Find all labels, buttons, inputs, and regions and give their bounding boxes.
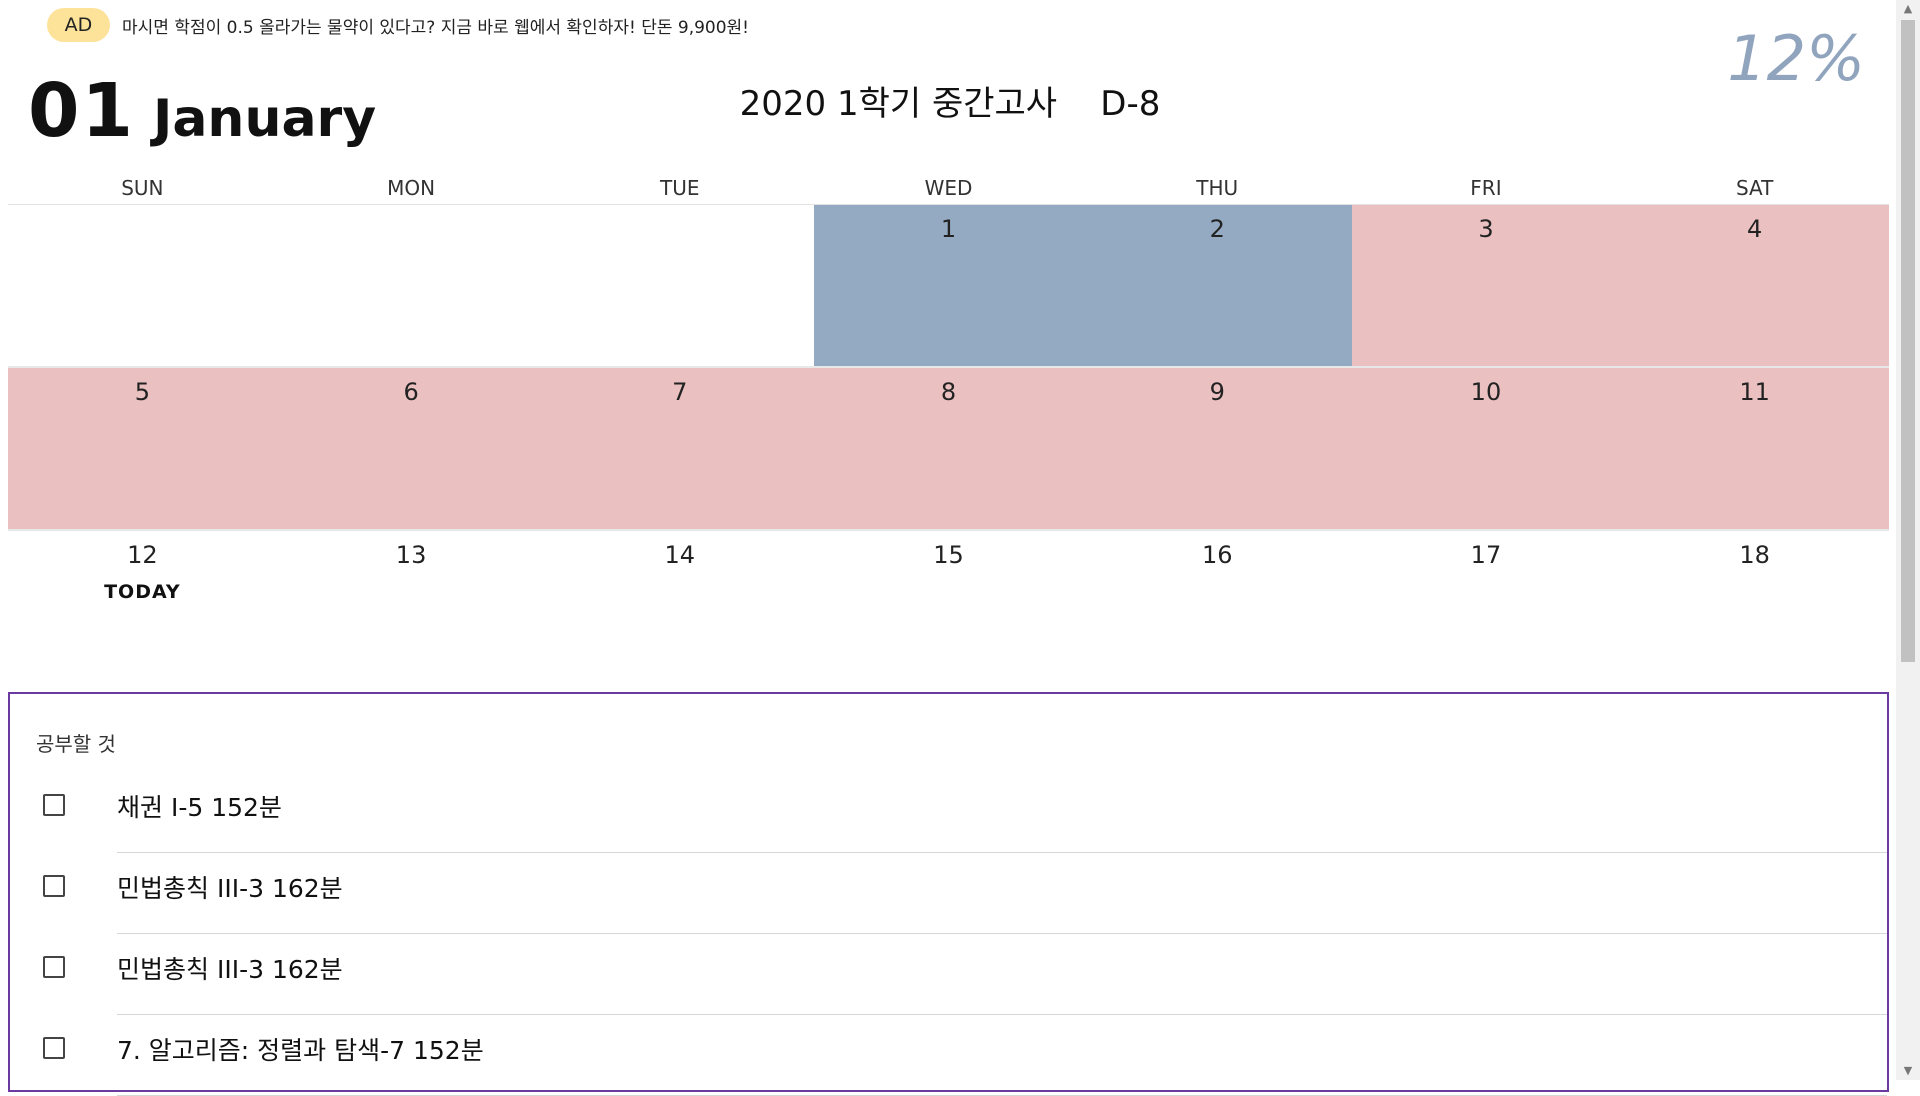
calendar-day[interactable]: 3 [1351,205,1621,366]
calendar-week: 12 TODAY 13 14 15 16 17 18 [8,531,1889,692]
calendar-day[interactable]: 6 [276,368,546,529]
calendar-day[interactable]: 11 [1620,368,1890,529]
vertical-scrollbar[interactable]: ▲ ▼ [1896,0,1920,1080]
calendar: SUN MON TUE WED THU FRI SAT 1 2 3 4 5 6 … [8,172,1890,692]
divider [117,1014,1887,1015]
calendar-day[interactable]: 14 [545,531,814,692]
study-todo-panel: 공부할 것 채권 I-5 152분 민법총칙 III-3 162분 민법총칙 I… [8,692,1889,1096]
today-label: TODAY [104,581,181,603]
divider [117,933,1887,934]
progress-percent: 12% [1727,22,1865,95]
todo-label: 채권 I-5 152분 [117,793,282,822]
checkbox[interactable] [43,875,65,897]
weekday-fri: FRI [1470,176,1502,200]
weekday-sun: SUN [121,176,164,200]
todo-label: 민법총칙 III-3 162분 [117,874,343,903]
day-number: 14 [664,541,696,569]
day-number: 11 [1739,378,1770,406]
calendar-day-empty [277,205,546,366]
ad-text[interactable]: 마시면 학점이 0.5 올라가는 물약이 있다고? 지금 바로 웹에서 확인하자… [122,17,749,38]
checkbox[interactable] [43,1037,65,1059]
weekday-wed: WED [924,176,973,200]
day-number: 01 [28,68,135,154]
todo-label: 민법총칙 III-3 162분 [117,955,343,984]
day-number: 16 [1201,541,1233,569]
calendar-week: 5 6 7 8 9 10 11 [8,368,1890,531]
todo-label: 7. 알고리즘: 정렬과 탐색-7 152분 [117,1036,484,1065]
calendar-day[interactable]: 18 [1620,531,1889,692]
ad-banner[interactable]: AD 마시면 학점이 0.5 올라가는 물약이 있다고? 지금 바로 웹에서 확… [47,7,749,43]
calendar-day[interactable]: 4 [1620,205,1890,366]
day-number: 13 [395,541,427,569]
day-number: 5 [134,378,150,406]
day-number: 1 [940,215,957,243]
todo-list: 채권 I-5 152분 민법총칙 III-3 162분 민법총칙 III-3 1… [10,772,1887,1096]
scroll-down-arrow-icon[interactable]: ▼ [1903,1064,1913,1077]
calendar-day[interactable]: 16 [1083,531,1352,692]
calendar-day[interactable]: 15 [814,531,1083,692]
divider [117,852,1887,853]
calendar-day-empty [8,205,277,366]
day-number: 2 [1209,215,1225,243]
todo-item[interactable]: 민법총칙 III-3 162분 [10,853,1887,934]
calendar-day[interactable]: 9 [1082,368,1352,529]
todo-item[interactable]: 채권 I-5 152분 [10,772,1887,853]
todo-item[interactable]: 7. 알고리즘: 정렬과 탐색-7 152분 [10,1015,1887,1096]
calendar-day[interactable]: 1 [814,205,1083,366]
exam-countdown: 2020 1학기 중간고사 D-8 [739,84,1161,124]
scrollbar-thumb[interactable] [1901,20,1915,662]
weekday-mon: MON [387,176,436,200]
weekday-thu: THU [1196,176,1239,200]
weekday-header: SUN MON TUE WED THU FRI SAT [8,172,1889,205]
calendar-week: 1 2 3 4 [8,205,1890,368]
day-number: 7 [672,378,688,406]
month-name: January [152,89,377,149]
current-date: 01 January [28,68,376,154]
calendar-day[interactable]: 2 [1082,205,1352,366]
scroll-up-arrow-icon[interactable]: ▲ [1903,2,1913,15]
calendar-day[interactable]: 17 [1352,531,1621,692]
checkbox[interactable] [43,956,65,978]
day-number: 15 [933,541,964,569]
calendar-day[interactable]: 5 [8,368,277,529]
day-number: 12 [127,541,158,569]
checkbox[interactable] [43,794,65,816]
day-number: 18 [1739,541,1770,569]
day-number: 4 [1747,215,1763,243]
day-number: 9 [1209,378,1225,406]
todo-item[interactable]: 민법총칙 III-3 162분 [10,934,1887,1015]
calendar-day[interactable]: 13 [277,531,546,692]
todo-title: 공부할 것 [36,732,116,756]
calendar-day-empty [545,205,814,366]
weekday-sat: SAT [1735,176,1774,200]
day-number: 8 [940,378,957,406]
calendar-day[interactable]: 10 [1351,368,1621,529]
calendar-day[interactable]: 7 [545,368,815,529]
ad-badge: AD [47,8,110,42]
calendar-day[interactable]: 8 [814,368,1083,529]
day-number: 17 [1470,541,1502,569]
day-number: 10 [1470,378,1502,406]
weekday-tue: TUE [660,176,700,200]
calendar-day-today[interactable]: 12 TODAY [8,531,277,692]
day-number: 3 [1478,215,1494,243]
day-number: 6 [403,378,419,406]
